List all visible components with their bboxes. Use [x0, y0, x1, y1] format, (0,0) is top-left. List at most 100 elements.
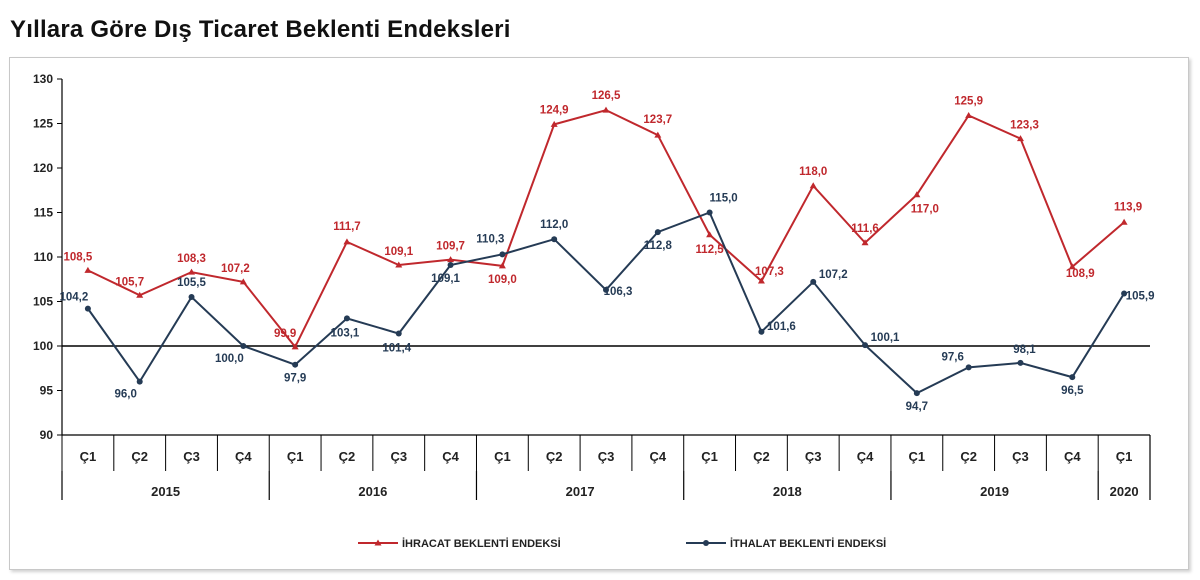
data-point-ihracat — [861, 239, 869, 246]
data-point-ithalat — [447, 262, 454, 269]
data-point-ithalat — [810, 278, 817, 285]
data-point-ihracat — [1120, 218, 1128, 225]
data-point-ithalat — [654, 229, 661, 236]
x-category-label: Ç3 — [1012, 449, 1029, 464]
data-label-ihracat: 118,0 — [799, 166, 827, 178]
data-point-ihracat — [343, 238, 351, 245]
data-point-ihracat — [706, 231, 714, 238]
data-label-ihracat: 117,0 — [911, 204, 939, 216]
y-tick-label: 130 — [33, 72, 53, 86]
data-label-ithalat: 97,6 — [941, 351, 963, 363]
legend-label: İTHALAT BEKLENTİ ENDEKSİ — [730, 537, 886, 550]
data-point-ihracat — [1068, 263, 1076, 270]
data-point-ihracat — [550, 120, 558, 127]
legend-label: İHRACAT BEKLENTİ ENDEKSİ — [402, 537, 561, 550]
data-label-ithalat: 115,0 — [710, 193, 738, 205]
data-point-ithalat — [136, 378, 143, 385]
series-line-ihracat — [87, 109, 1125, 349]
data-point-ithalat — [343, 315, 350, 322]
data-label-ihracat: 108,5 — [64, 251, 93, 263]
data-point-ihracat — [602, 106, 610, 113]
data-point-ithalat — [913, 390, 920, 397]
chart-frame: 90 95 100 105 110 115 120 125 130 Ç1 Ç2 Ç3 Ç4 Ç1 Ç2 Ç3 Ç… — [9, 57, 1189, 570]
x-category-label: Ç1 — [1116, 449, 1133, 464]
data-label-ihracat: 109,0 — [488, 274, 517, 286]
data-label-ihracat: 113,9 — [1114, 201, 1142, 213]
data-point-ihracat — [809, 182, 817, 189]
data-point-ithalat — [188, 294, 195, 301]
x-category-label: Ç3 — [390, 449, 407, 464]
data-label-ithalat: 94,7 — [906, 401, 928, 413]
data-point-ihracat — [913, 191, 921, 198]
data-label-ithalat: 112,8 — [644, 240, 673, 252]
data-point-ihracat — [447, 256, 455, 263]
data-label-ithalat: 105,9 — [1126, 290, 1155, 302]
data-label-ihracat: 109,7 — [436, 241, 465, 253]
data-point-ithalat — [395, 330, 402, 337]
data-label-ithalat: 107,2 — [819, 269, 848, 281]
x-category-label: Ç2 — [339, 449, 356, 464]
data-label-ithalat: 103,1 — [331, 327, 360, 339]
x-year-label: 2017 — [566, 484, 595, 499]
x-category-label: Ç4 — [235, 449, 252, 464]
data-label-ihracat: 109,1 — [384, 246, 413, 258]
y-tick-label: 125 — [33, 117, 53, 131]
data-label-ihracat: 108,9 — [1066, 268, 1095, 280]
x-category-label: Ç1 — [701, 449, 718, 464]
x-year-label: 2020 — [1110, 484, 1139, 499]
data-point-ithalat — [1069, 374, 1076, 381]
data-label-ithalat: 101,4 — [382, 343, 411, 355]
data-label-ihracat: 123,3 — [1010, 120, 1039, 132]
x-category-label: Ç4 — [857, 449, 874, 464]
data-point-ihracat — [757, 277, 765, 284]
data-label-ithalat: 98,1 — [1013, 344, 1036, 356]
line-chart: 90 95 100 105 110 115 120 125 130 Ç1 Ç2 Ç3 Ç4 Ç1 Ç2 Ç3 Ç… — [33, 72, 1155, 550]
data-label-ihracat: 126,5 — [592, 90, 621, 102]
data-label-ihracat: 107,3 — [755, 266, 784, 278]
x-category-label: Ç1 — [909, 449, 926, 464]
data-label-ithalat: 96,0 — [115, 389, 137, 401]
data-label-ihracat: 108,3 — [177, 253, 206, 265]
data-label-ithalat: 96,5 — [1061, 385, 1084, 397]
data-point-ihracat — [136, 291, 144, 298]
data-label-ithalat: 101,6 — [767, 321, 796, 333]
x-category-label: Ç3 — [183, 449, 200, 464]
data-label-ithalat: 109,1 — [431, 273, 460, 285]
legend-marker — [374, 539, 382, 546]
data-label-ihracat: 124,9 — [540, 104, 569, 116]
data-point-ithalat — [292, 361, 299, 368]
data-point-ithalat — [758, 328, 765, 335]
x-category-label: Ç4 — [649, 449, 666, 464]
x-year-label: 2015 — [151, 484, 180, 499]
page-title: Yıllara Göre Dış Ticaret Beklenti Endeks… — [10, 16, 511, 43]
y-tick-label: 100 — [33, 339, 53, 353]
data-point-ithalat — [965, 364, 972, 371]
x-category-label: Ç2 — [131, 449, 148, 464]
y-tick-label: 90 — [40, 428, 54, 442]
data-point-ihracat — [291, 343, 299, 350]
x-category-label: Ç3 — [805, 449, 822, 464]
x-year-label: 2019 — [980, 484, 1009, 499]
data-point-ihracat — [188, 268, 196, 275]
y-tick-label: 115 — [34, 206, 54, 220]
data-label-ithalat: 100,0 — [215, 353, 244, 365]
data-point-ihracat — [965, 111, 973, 118]
data-point-ithalat — [862, 342, 869, 349]
data-label-ithalat: 110,3 — [476, 233, 504, 245]
y-tick-label: 95 — [40, 384, 54, 398]
x-year-label: 2018 — [773, 484, 802, 499]
data-point-ihracat — [498, 262, 506, 269]
data-label-ihracat: 112,5 — [696, 244, 725, 256]
data-point-ithalat — [1017, 359, 1024, 366]
data-point-ithalat — [240, 343, 247, 349]
data-label-ihracat: 105,7 — [115, 276, 144, 288]
x-category-label: Ç1 — [494, 449, 511, 464]
data-label-ithalat: 112,0 — [540, 219, 568, 231]
data-label-ithalat: 104,2 — [60, 292, 89, 304]
data-label-ihracat: 99,9 — [274, 328, 296, 340]
x-category-label: Ç1 — [80, 449, 97, 464]
data-point-ithalat — [551, 236, 558, 243]
data-label-ihracat: 111,6 — [851, 223, 879, 235]
y-tick-label: 120 — [33, 161, 53, 175]
data-label-ithalat: 106,3 — [604, 286, 633, 298]
